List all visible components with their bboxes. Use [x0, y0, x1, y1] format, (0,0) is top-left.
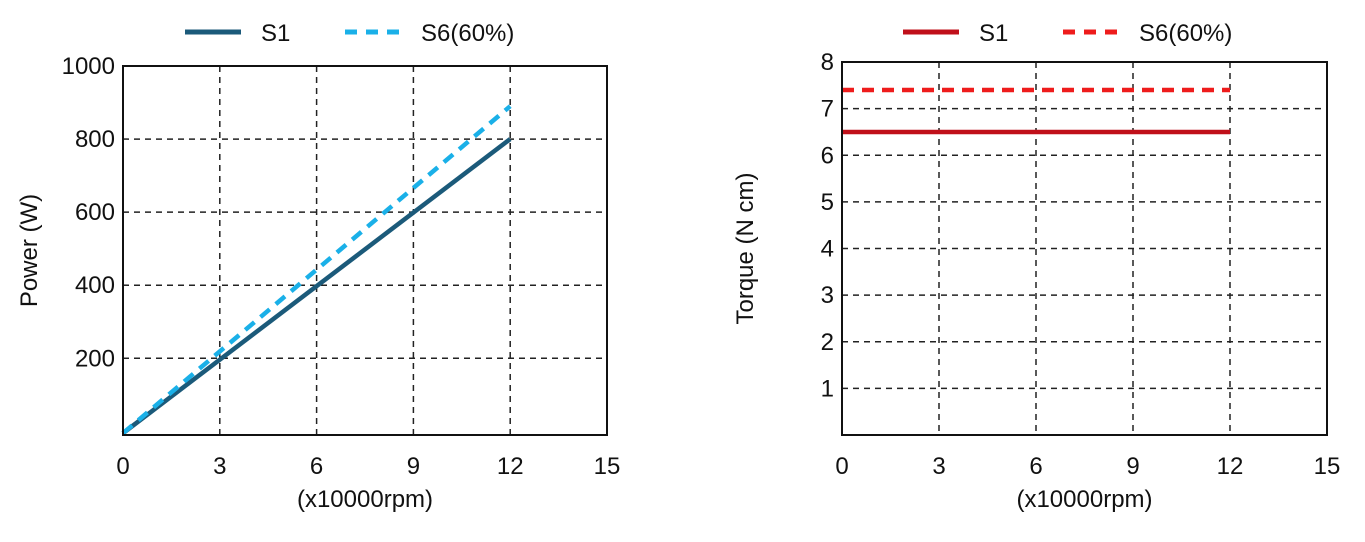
gridlines	[842, 62, 1327, 435]
plot-frame	[841, 61, 1328, 436]
x-tick-label: 12	[497, 453, 524, 480]
x-tick-label: 9	[407, 453, 420, 480]
y-tick-label: 2	[821, 329, 834, 356]
y-tick-label: 5	[821, 189, 834, 216]
y-tick-label: 7	[821, 96, 834, 123]
y-tick-label: 8	[821, 49, 834, 76]
x-tick-label: 15	[1314, 453, 1341, 480]
x-tick-label: 3	[213, 453, 226, 480]
x-tick-label: 0	[116, 453, 129, 480]
x-tick-labels: 0 3 6 9 12 15	[835, 453, 1340, 480]
y-axis-label: Torque (N cm)	[732, 172, 759, 324]
y-tick-labels: 1 2 3 4 5 6 7 8	[821, 49, 834, 402]
y-tick-label: 4	[821, 236, 834, 263]
legend-label: S6(60%)	[1139, 20, 1232, 47]
y-tick-label: 400	[75, 272, 115, 299]
x-tick-label: 0	[835, 453, 848, 480]
y-tick-label: 600	[75, 199, 115, 226]
y-tick-label: 800	[75, 126, 115, 153]
x-tick-label: 9	[1126, 453, 1139, 480]
legend-label: S1	[261, 20, 290, 47]
chart-1: 0 3 6 9 12 15 200 400 600 800 1000 (x10000rpm) Power…	[16, 20, 620, 513]
y-tick-label: 200	[75, 345, 115, 372]
y-tick-label: 6	[821, 142, 834, 169]
series-line-s1	[121, 137, 512, 435]
legend-label: S1	[979, 20, 1008, 47]
gridlines	[123, 66, 607, 435]
legend-label: S6(60%)	[421, 20, 514, 47]
legend: S1 S6(60%)	[185, 20, 514, 47]
y-tick-label: 3	[821, 282, 834, 309]
plot-frame	[122, 65, 608, 436]
series-line-s6-60	[121, 104, 512, 435]
y-tick-label: 1	[821, 375, 834, 402]
x-tick-labels: 0 3 6 9 12 15	[116, 453, 620, 480]
x-axis-label: (x10000rpm)	[297, 486, 433, 513]
y-tick-label: 1000	[62, 53, 115, 80]
x-tick-label: 15	[594, 453, 621, 480]
x-axis-label: (x10000rpm)	[1016, 486, 1152, 513]
x-tick-label: 3	[932, 453, 945, 480]
y-axis-label: Power (W)	[16, 194, 43, 307]
x-tick-label: 12	[1217, 453, 1244, 480]
x-tick-label: 6	[310, 453, 323, 480]
legend: S1 S6(60%)	[903, 20, 1232, 47]
y-tick-labels: 200 400 600 800 1000	[62, 53, 115, 372]
x-tick-label: 6	[1029, 453, 1042, 480]
